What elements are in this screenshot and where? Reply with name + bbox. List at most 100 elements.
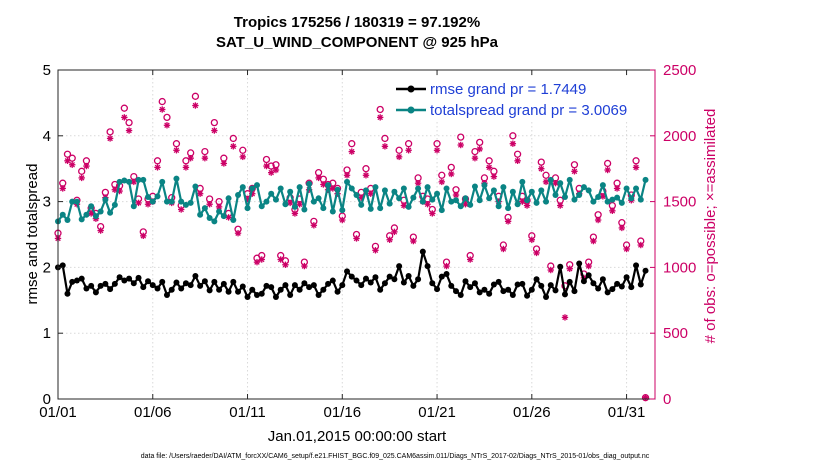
rmse-point [216,286,223,293]
rmse-point [206,287,213,294]
rmse-point [121,277,128,284]
obs-assimilated-point [220,160,228,167]
spread-point [533,199,540,206]
spread-point [415,185,422,192]
obs-possible-point [172,140,181,148]
spread-point [239,184,246,191]
obs-possible-point [485,157,493,165]
obs-possible-point [106,128,114,136]
spread-point [291,203,298,210]
legend-box [390,76,652,122]
rmse-point [310,282,317,289]
rmse-point [547,282,554,289]
obs-assimilated-point [590,237,597,245]
obs-assimilated-point [353,235,360,242]
rmse-point [514,281,521,288]
spread-point [391,188,398,195]
spread-point [244,205,251,212]
obs-assimilated-point [571,168,578,175]
rmse-point [287,292,294,299]
rmse-point [481,286,488,293]
obs-assimilated-point [268,169,275,176]
obs-possible-point [158,97,166,106]
rmse-point [528,286,535,293]
spread-point [320,205,327,212]
spread-point [206,215,213,222]
spread-point [126,178,133,185]
spread-point [107,209,114,216]
spread-point [64,217,71,224]
rmse-point [325,280,332,287]
rmse-point [159,278,166,285]
x-tick-label: 01/01 [39,404,77,421]
rmse-point [372,274,379,281]
rmse-point [64,290,71,297]
spread-point [78,216,85,223]
obs-assimilated-point [557,202,564,209]
obs-possible-point [125,118,133,127]
spread-point [471,183,478,190]
y-tick-label-left: 4 [43,128,51,145]
obs-assimilated-point [433,147,441,154]
obs-assimilated-point [523,202,531,209]
rmse-point [197,282,204,289]
rmse-point [486,290,493,297]
obs-possible-point [404,140,413,148]
spread-point [481,182,488,189]
spread-point [514,201,521,208]
y-tick-label-right: 0 [663,391,671,408]
spread-point [543,198,550,205]
obs-assimilated-point [504,218,512,225]
spread-point [116,178,123,185]
obs-assimilated-point [410,237,417,245]
spread-point [230,217,237,224]
spread-point [220,213,227,220]
obs-assimilated-point [277,256,284,263]
spread-point [178,198,185,205]
rmse-point [329,277,336,284]
obs-assimilated-point [381,143,389,150]
obs-assimilated-point [566,265,573,272]
spread-point [225,195,232,202]
obs-possible-point [570,161,579,169]
rmse-point [509,292,516,299]
spread-point [97,208,104,215]
rmse-point [154,285,161,292]
rmse-point [83,285,90,292]
obs-possible-point [632,157,640,165]
legend-marker-spread [407,106,415,114]
obs-assimilated-point [97,227,104,234]
rmse-point [145,278,152,285]
rmse-point [92,289,99,296]
obs-assimilated-point [187,154,194,162]
legend-label-spread: totalspread grand pr = 3.0069 [430,102,627,119]
spread-point [296,184,303,191]
obs-assimilated-point [632,164,640,171]
obs-possible-point [509,132,517,140]
obs-possible-point [239,146,247,154]
obs-assimilated-point [500,245,507,253]
rmse-point [230,278,237,285]
legend-label-rmse: rmse grand pr = 1.7449 [430,81,586,98]
y-tick-label-left: 0 [43,391,51,408]
rmse-point [178,285,185,292]
obs-assimilated-point [476,145,483,153]
obs-assimilated-point [613,185,621,192]
rmse-point [339,282,346,289]
rmse-point [561,291,568,298]
rmse-point [400,279,407,286]
rmse-point [272,294,279,301]
rmse-point [348,273,355,280]
spread-point [457,203,464,210]
rmse-point [367,279,374,286]
rmse-point [405,272,412,279]
plot-area [58,70,655,399]
obs-assimilated-point [547,266,554,274]
x-tick-label: 01/21 [418,404,456,421]
rmse-point [239,283,246,290]
obs-possible-point [457,133,465,141]
rmse-point [524,292,531,299]
obs-assimilated-point [192,102,199,109]
rmse-point [571,288,578,295]
spread-point [571,196,578,203]
